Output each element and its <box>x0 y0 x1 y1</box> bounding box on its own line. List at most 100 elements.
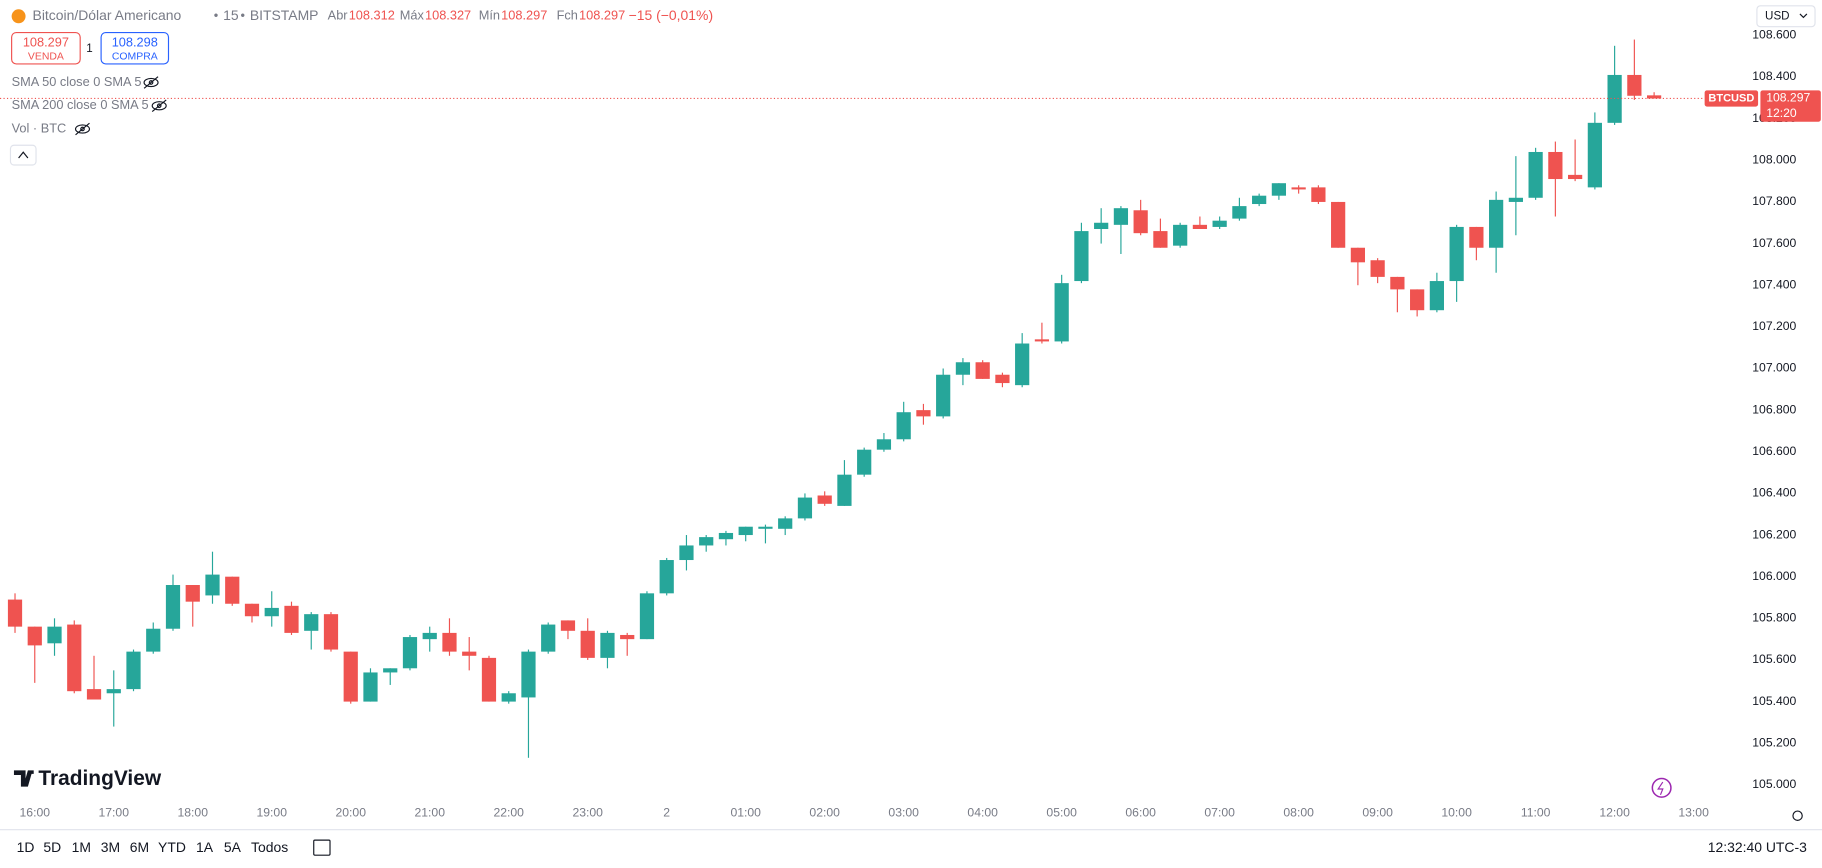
range-button[interactable]: 1D <box>17 839 35 855</box>
candle-body <box>995 374 1010 384</box>
candle-body <box>1508 197 1523 202</box>
countdown: 12:20 <box>1766 106 1797 120</box>
y-tick-label: 107.600 <box>1752 236 1796 250</box>
x-tick-label: 19:00 <box>256 806 287 820</box>
candle-body <box>343 651 358 702</box>
settings-icon[interactable] <box>1792 810 1803 821</box>
candle-body <box>1568 174 1583 180</box>
y-tick-label: 108.400 <box>1752 69 1796 83</box>
logo-text[interactable]: TradingView <box>38 767 162 790</box>
candle-body <box>1311 187 1326 202</box>
candle-body <box>422 632 437 640</box>
currency-button[interactable] <box>1756 5 1816 28</box>
candle-body <box>1113 208 1129 225</box>
candle-body <box>1291 187 1306 190</box>
y-tick-label: 108.600 <box>1752 28 1796 42</box>
y-tick-label: 106.600 <box>1752 444 1796 458</box>
x-tick-label: 01:00 <box>730 806 761 820</box>
ask-price: 108.298 <box>112 34 158 49</box>
candle-body <box>165 585 181 629</box>
x-tick-label: 12:00 <box>1599 806 1630 820</box>
candle-body <box>225 576 240 604</box>
candle-body <box>1074 231 1089 282</box>
ohlc-value: 108.297 <box>579 8 625 23</box>
x-tick-label: 02:00 <box>809 806 840 820</box>
candle-body <box>1212 220 1227 227</box>
symbol-label-box <box>1704 90 1759 107</box>
candle-body <box>1271 183 1287 196</box>
change: −15 (−0,01%) <box>629 7 713 23</box>
range-button[interactable]: 1M <box>72 839 91 855</box>
exchange: BITSTAMP <box>250 7 319 23</box>
range-buttons: 1D 5D 1M 3M 6M YTD 1A 5A Todos <box>17 839 289 855</box>
eye-icons <box>74 76 167 136</box>
x-tick-label: 11:00 <box>1521 806 1551 820</box>
candle-body <box>244 603 260 617</box>
y-tick-label: 105.200 <box>1752 735 1796 749</box>
candle-body <box>1015 343 1030 386</box>
candle-body <box>797 497 813 519</box>
logo-mark <box>13 770 34 787</box>
range-button[interactable]: 6M <box>130 839 149 855</box>
candle-body <box>718 532 734 540</box>
sell-button[interactable] <box>11 31 81 65</box>
candle-body <box>205 574 220 596</box>
calendar-icon[interactable] <box>313 839 331 856</box>
x-tick-label: 08:00 <box>1283 806 1314 820</box>
clock: 12:32:40 UTC-3 <box>1708 839 1807 855</box>
x-tick-label: 09:00 <box>1362 806 1393 820</box>
candle-body <box>402 637 418 669</box>
y-tick-label: 106.000 <box>1752 569 1796 583</box>
candle-body <box>1094 222 1109 230</box>
x-tick-label: 2 <box>663 806 670 820</box>
candle-body <box>67 624 82 692</box>
candle-body <box>955 362 971 375</box>
separator-dot: • <box>214 8 218 23</box>
x-tick-label: 13:00 <box>1678 806 1709 820</box>
interval[interactable]: 15 <box>223 7 239 23</box>
candle-body <box>47 626 62 644</box>
symbol-label: BTCUSD <box>1708 92 1754 104</box>
candle-body <box>541 624 556 652</box>
ohlc-value: 108.312 <box>349 8 395 23</box>
candle-body <box>1429 281 1444 311</box>
range-button[interactable]: 5A <box>224 839 242 855</box>
candle-body <box>1034 339 1050 342</box>
price-label-box <box>1760 90 1821 122</box>
candle-body <box>1647 95 1662 99</box>
x-tick-label: 10:00 <box>1441 806 1472 820</box>
candle-body <box>106 689 121 694</box>
buy-button[interactable] <box>100 31 170 65</box>
y-tick-label: 105.800 <box>1752 611 1796 625</box>
range-button[interactable]: 5D <box>43 839 61 855</box>
symbol-title[interactable]: Bitcoin/Dólar Americano <box>33 7 182 23</box>
x-tick-label: 23:00 <box>572 806 603 820</box>
candle-body <box>1370 260 1385 277</box>
indicator[interactable]: Vol · BTC <box>12 120 67 135</box>
range-button[interactable]: Todos <box>251 839 288 855</box>
bid-price: 108.297 <box>23 34 69 49</box>
candle-body <box>1331 201 1346 248</box>
candle-body <box>857 449 872 475</box>
candle-body <box>1627 74 1642 96</box>
y-tick-label: 107.000 <box>1752 361 1796 375</box>
candle-body <box>185 585 200 602</box>
ohlc-value: 108.327 <box>425 8 471 23</box>
indicator[interactable]: SMA 200 close 0 SMA 5 <box>12 97 149 112</box>
indicator[interactable]: SMA 50 close 0 SMA 5 <box>12 74 142 89</box>
range-button[interactable]: 3M <box>101 839 120 855</box>
candle-body <box>1489 199 1504 248</box>
y-tick-label: 105.400 <box>1752 694 1796 708</box>
candle-body <box>620 634 635 640</box>
candle-body <box>600 632 615 658</box>
separator-dot: • <box>241 8 245 23</box>
candle-body <box>304 614 319 631</box>
collapse-button[interactable] <box>9 144 37 166</box>
price-label: 108.297 <box>1766 91 1810 105</box>
candle-body <box>264 607 279 617</box>
range-button[interactable]: 1A <box>196 839 214 855</box>
alert-icon[interactable] <box>1651 777 1672 798</box>
range-button[interactable]: YTD <box>158 839 186 855</box>
candle-body <box>126 651 141 690</box>
